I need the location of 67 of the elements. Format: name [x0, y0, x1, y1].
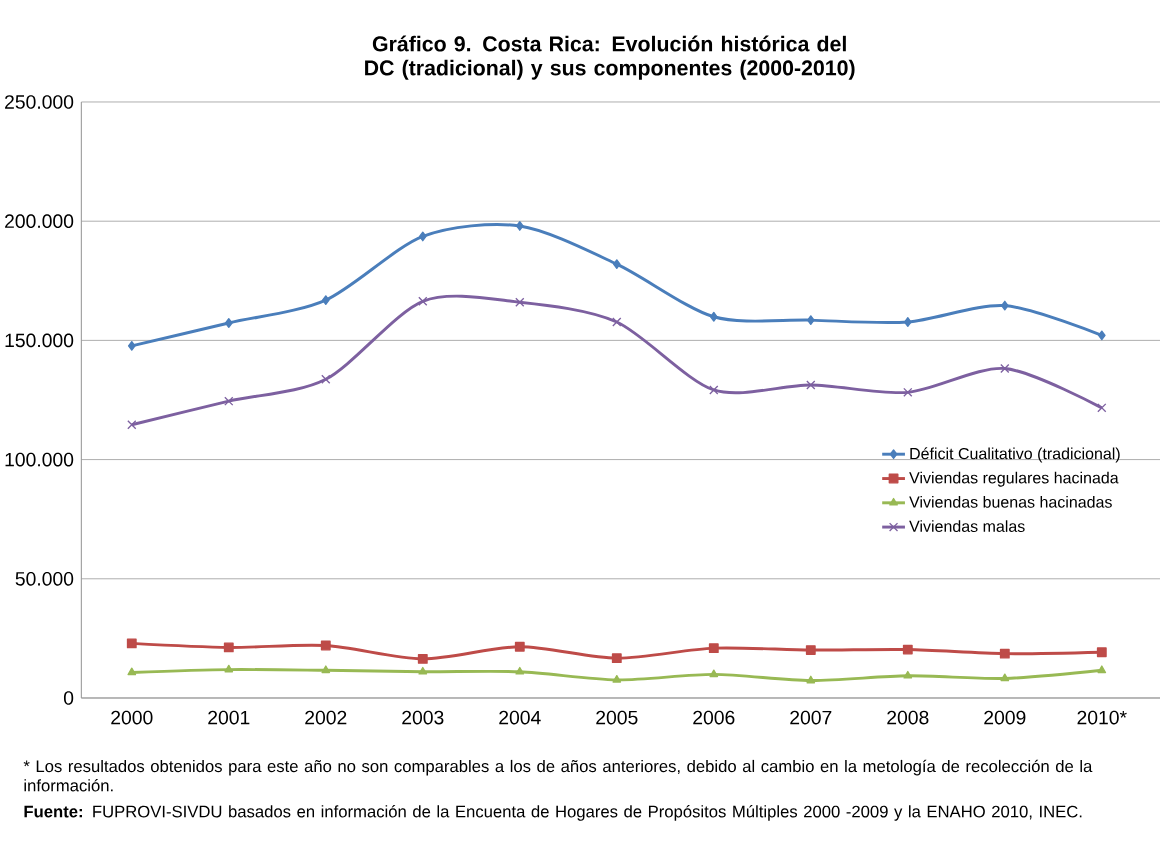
point — [1097, 330, 1106, 341]
point — [805, 645, 816, 655]
text: Fuente: FUPROVI-SIVDU basados en información de la Encuenta de Hogares de Propósitos Múltiples 2000 -2009 y la ENAHO 2010, INEC. — [24, 805, 1082, 821]
y-tick-label: 250.000 — [5, 95, 74, 109]
x-tick-label: 2006 — [693, 710, 735, 725]
point — [514, 641, 525, 652]
point — [612, 317, 622, 327]
point — [1000, 363, 1010, 374]
x-tick-label: 2000 — [111, 710, 153, 725]
point — [127, 667, 137, 676]
point — [709, 385, 719, 395]
point — [223, 642, 234, 653]
point — [126, 638, 137, 649]
point — [806, 380, 816, 390]
point — [806, 315, 815, 326]
x-tick-label: 2003 — [402, 710, 444, 725]
point — [127, 420, 137, 430]
point — [999, 648, 1010, 659]
point — [224, 396, 234, 406]
point — [1097, 665, 1107, 674]
point — [903, 317, 912, 327]
point — [1097, 403, 1107, 413]
text: * Los resultados obtenidos para este año no son comparables a los de años anteriores, debido al cambio en la metología de recolección de la información. — [23, 759, 1093, 792]
point — [902, 644, 913, 655]
legend-label: Déficit Cualitativo (tradicional) — [910, 447, 1120, 463]
point — [515, 297, 525, 307]
x-tick-label: 2002 — [305, 710, 347, 725]
point — [515, 666, 525, 675]
point — [224, 318, 233, 328]
point — [321, 665, 331, 674]
x-tick-label: 2007 — [790, 710, 832, 725]
point — [321, 295, 330, 306]
point — [612, 259, 621, 270]
point — [709, 311, 718, 322]
x-tick-label: 2004 — [499, 710, 541, 725]
chart-title: Gráfico 9. Costa Rica: Evolución histórica del DC (tradicional) y sus componentes (2000-2010) — [365, 35, 855, 80]
point — [418, 231, 427, 242]
point — [417, 653, 428, 664]
point — [806, 675, 816, 684]
y-tick-label: 0 — [63, 691, 74, 705]
y-tick-label: 50.000 — [15, 571, 74, 586]
point — [321, 374, 331, 384]
point — [611, 653, 622, 664]
point — [418, 666, 428, 675]
point — [320, 640, 331, 651]
legend-label: Viviendas regulares hacinada — [909, 471, 1119, 487]
point — [708, 643, 719, 654]
legend-label: Viviendas buenas hacinadas — [909, 496, 1112, 508]
point — [612, 674, 622, 683]
y-tick-label: 100.000 — [5, 452, 74, 467]
point — [709, 669, 719, 678]
x-tick-label: 2010* — [1077, 710, 1127, 725]
point — [127, 340, 136, 351]
point — [515, 221, 524, 231]
point — [224, 664, 234, 673]
x-tick-label: 2001 — [208, 710, 250, 725]
point — [903, 387, 913, 397]
y-tick-label: 200.000 — [5, 214, 74, 229]
point — [1000, 673, 1010, 682]
legend-label: Viviendas malas — [909, 520, 1025, 533]
point — [418, 296, 428, 306]
point — [1096, 647, 1107, 658]
y-tick-label: 150.000 — [5, 333, 74, 348]
point — [903, 670, 913, 679]
x-tick-label: 2009 — [984, 710, 1026, 725]
x-tick-label: 2005 — [596, 710, 638, 725]
x-tick-label: 2008 — [887, 710, 929, 725]
